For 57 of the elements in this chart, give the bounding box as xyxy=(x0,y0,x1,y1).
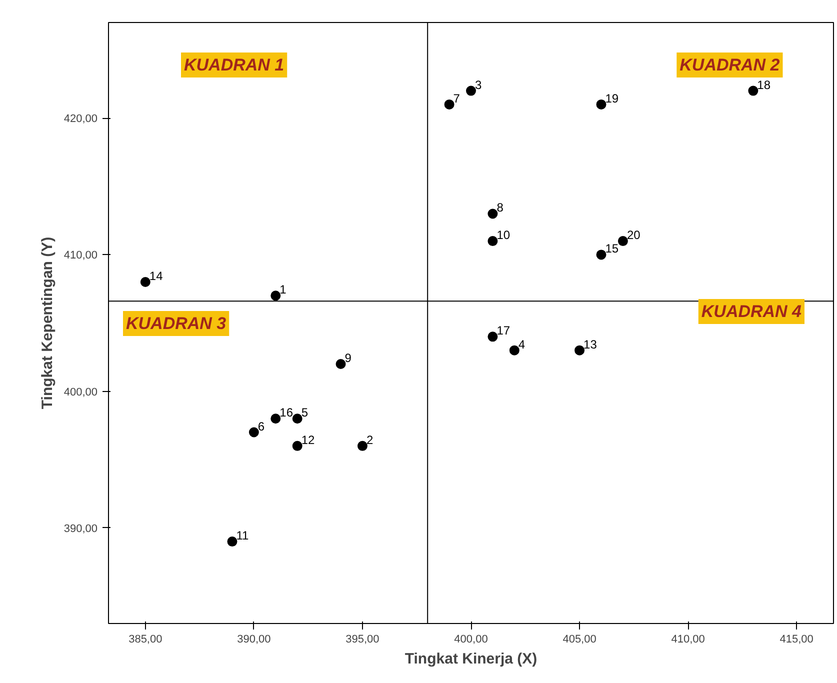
y-tick-label: 410,00 xyxy=(64,250,98,262)
annotation: 8 xyxy=(496,200,504,215)
annotation: 11 xyxy=(236,528,250,543)
annotation: 16 xyxy=(280,406,294,420)
annotation: 14 xyxy=(149,269,164,284)
annotation: 9 xyxy=(344,350,352,365)
annotation: 4 xyxy=(518,337,526,352)
y-axis-title: Tingkat Kepentingan (Y) xyxy=(38,236,56,410)
annotation: 13 xyxy=(584,337,598,352)
annotation: 17 xyxy=(496,324,510,338)
y-tick-label: 390,00 xyxy=(64,522,98,535)
annotation: 15 xyxy=(605,242,619,256)
point xyxy=(292,414,302,424)
annotation: KUADRAN 1 xyxy=(184,56,284,75)
point xyxy=(292,440,302,451)
annotation: 3 xyxy=(475,78,482,92)
x-tick-label: 385,00 xyxy=(128,634,162,646)
annotation: 19 xyxy=(605,91,619,106)
annotation: 2 xyxy=(366,432,374,447)
annotation: 7 xyxy=(453,91,460,106)
x-tick-label: 395,00 xyxy=(346,634,380,646)
point xyxy=(140,277,150,288)
point xyxy=(227,536,238,547)
x-tick-label: 400,00 xyxy=(454,634,488,646)
point xyxy=(270,414,281,424)
point xyxy=(618,236,628,246)
annotation: 6 xyxy=(258,419,265,434)
annotation: 10 xyxy=(496,228,510,242)
x-tick-label: 390,00 xyxy=(237,634,271,646)
point xyxy=(336,358,346,369)
annotation: KUADRAN 4 xyxy=(701,302,802,321)
annotation: KUADRAN 2 xyxy=(680,56,780,75)
point xyxy=(509,345,520,356)
x-tick-label: 415,00 xyxy=(780,634,814,646)
annotation: 12 xyxy=(301,432,316,447)
x-axis-title: Tingkat Kinerja (X) xyxy=(404,650,538,668)
point xyxy=(466,86,476,96)
point xyxy=(444,99,454,110)
point xyxy=(488,208,498,219)
annotation: 20 xyxy=(626,228,641,242)
point xyxy=(596,99,606,110)
point xyxy=(574,345,585,356)
annotation: 18 xyxy=(757,78,771,92)
point xyxy=(748,86,758,96)
point xyxy=(248,427,259,438)
annotation: 1 xyxy=(280,282,287,297)
point xyxy=(357,440,368,451)
point xyxy=(488,236,498,246)
x-tick-label: 410,00 xyxy=(671,634,705,646)
point xyxy=(596,250,606,260)
point xyxy=(488,332,498,342)
annotation: KUADRAN 3 xyxy=(126,314,227,333)
annotation: 5 xyxy=(301,406,308,420)
point xyxy=(270,290,281,301)
y-tick-label: 420,00 xyxy=(64,113,98,126)
y-tick-label: 400,00 xyxy=(64,386,98,398)
x-tick-label: 405,00 xyxy=(562,634,596,646)
